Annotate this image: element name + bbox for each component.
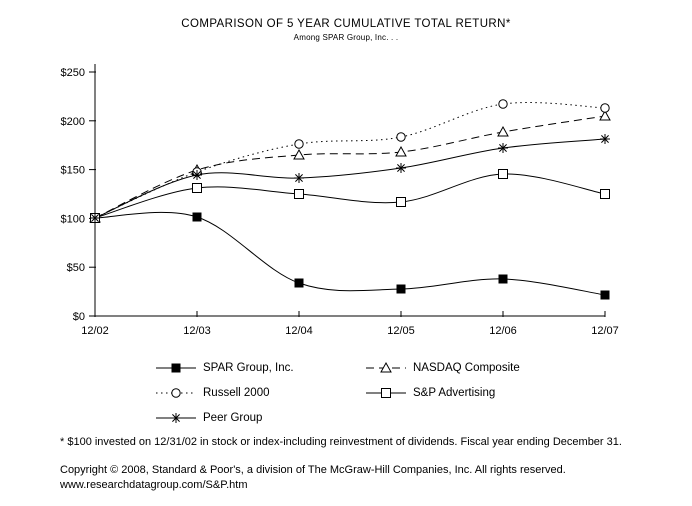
triangle-open-marker-icon: [380, 361, 392, 373]
circle-open-marker-icon: [396, 132, 406, 142]
square-filled-marker-icon: [171, 363, 181, 373]
series-markers-spar-group-inc: [90, 212, 610, 300]
asterisk-marker-icon: [294, 173, 304, 183]
series-line-s-p-advertising: [94, 173, 606, 219]
asterisk-marker-icon: [192, 170, 202, 180]
line-chart-canvas: $0 $50 $100 $150 $200 $250 12/02 12/03 12/04 12/0…: [61, 64, 619, 337]
axis-tick-label: $100: [61, 213, 85, 225]
legend-label: NASDAQ Composite: [413, 362, 520, 374]
website-url: www.researchdatagroup.com/S&P.htm: [60, 479, 248, 491]
circle-open-marker-icon: [498, 99, 508, 109]
axis-tick-label: $250: [61, 67, 85, 79]
legend-line-sample: [156, 413, 196, 423]
triangle-open-marker-icon: [599, 109, 611, 121]
square-filled-marker-icon: [498, 274, 508, 284]
square-open-marker-icon: [396, 197, 406, 207]
axis-tick-label: $50: [67, 262, 85, 274]
legend-item-spar-group-inc: SPAR Group, Inc.: [155, 360, 365, 376]
asterisk-marker-icon: [171, 413, 181, 423]
series-markers-russell-2000: [90, 99, 610, 223]
series-line-spar-group-inc: [94, 211, 606, 296]
legend-line-sample: [156, 388, 196, 398]
legend-label: S&P Advertising: [413, 387, 496, 399]
axis-tick-label: $150: [61, 165, 85, 177]
series-line-peer-group: [94, 138, 606, 219]
square-open-marker-icon: [192, 183, 202, 193]
asterisk-marker-icon: [498, 143, 508, 153]
square-open-marker-icon: [381, 388, 391, 398]
series-line-nasdaq-composite: [94, 115, 606, 219]
triangle-open-marker-icon: [395, 145, 407, 157]
square-filled-marker-icon: [600, 290, 610, 300]
legend-item-s-p-advertising: S&P Advertising: [365, 385, 585, 401]
square-open-marker-icon: [498, 169, 508, 179]
footnote-text: * $100 invested on 12/31/02 in stock or …: [60, 436, 622, 448]
square-open-marker-icon: [294, 189, 304, 199]
legend-item-nasdaq-composite: NASDAQ Composite: [365, 360, 585, 376]
square-open-marker-icon: [600, 189, 610, 199]
asterisk-marker-icon: [600, 134, 610, 144]
circle-open-marker-icon: [171, 388, 181, 398]
series-markers-nasdaq-composite: [89, 109, 611, 223]
chart-subtitle: Among SPAR Group, Inc. . .: [293, 33, 399, 42]
legend-item-peer-group: Peer Group: [155, 410, 365, 426]
chart-legend: SPAR Group, Inc. NASDAQ Composite Russell …: [155, 360, 585, 426]
legend-label: Russell 2000: [203, 387, 270, 399]
asterisk-marker-icon: [396, 163, 406, 173]
copyright-text: Copyright © 2008, Standard & Poor's, a d…: [60, 464, 566, 476]
series-line-russell-2000: [94, 102, 606, 219]
square-filled-marker-icon: [396, 284, 406, 294]
chart-title: COMPARISON OF 5 YEAR CUMULATIVE TOTAL RE…: [181, 18, 511, 30]
square-filled-marker-icon: [192, 212, 202, 222]
series-markers-s-p-advertising: [90, 169, 610, 223]
axis-tick-label: 12/06: [489, 325, 517, 337]
axis-tick-label: 12/04: [285, 325, 313, 337]
circle-open-marker-icon: [600, 103, 610, 113]
axis-tick-label: $0: [73, 311, 85, 323]
square-filled-marker-icon: [294, 278, 304, 288]
legend-line-sample: [156, 363, 196, 373]
series-markers-peer-group: [90, 134, 610, 223]
legend-line-sample: [366, 388, 406, 398]
asterisk-marker-icon: [90, 213, 100, 223]
legend-line-sample: [366, 361, 406, 373]
triangle-open-marker-icon: [497, 125, 509, 137]
axis-tick-label: 12/05: [387, 325, 415, 337]
legend-label: SPAR Group, Inc.: [203, 362, 294, 374]
axis-tick-label: 12/02: [81, 325, 109, 337]
legend-item-russell-2000: Russell 2000: [155, 385, 365, 401]
triangle-open-marker-icon: [293, 148, 305, 160]
axis-tick-label: 12/03: [183, 325, 211, 337]
legend-label: Peer Group: [203, 412, 263, 424]
axis-tick-label: $200: [61, 116, 85, 128]
axis-tick-label: 12/07: [591, 325, 619, 337]
circle-open-marker-icon: [294, 139, 304, 149]
